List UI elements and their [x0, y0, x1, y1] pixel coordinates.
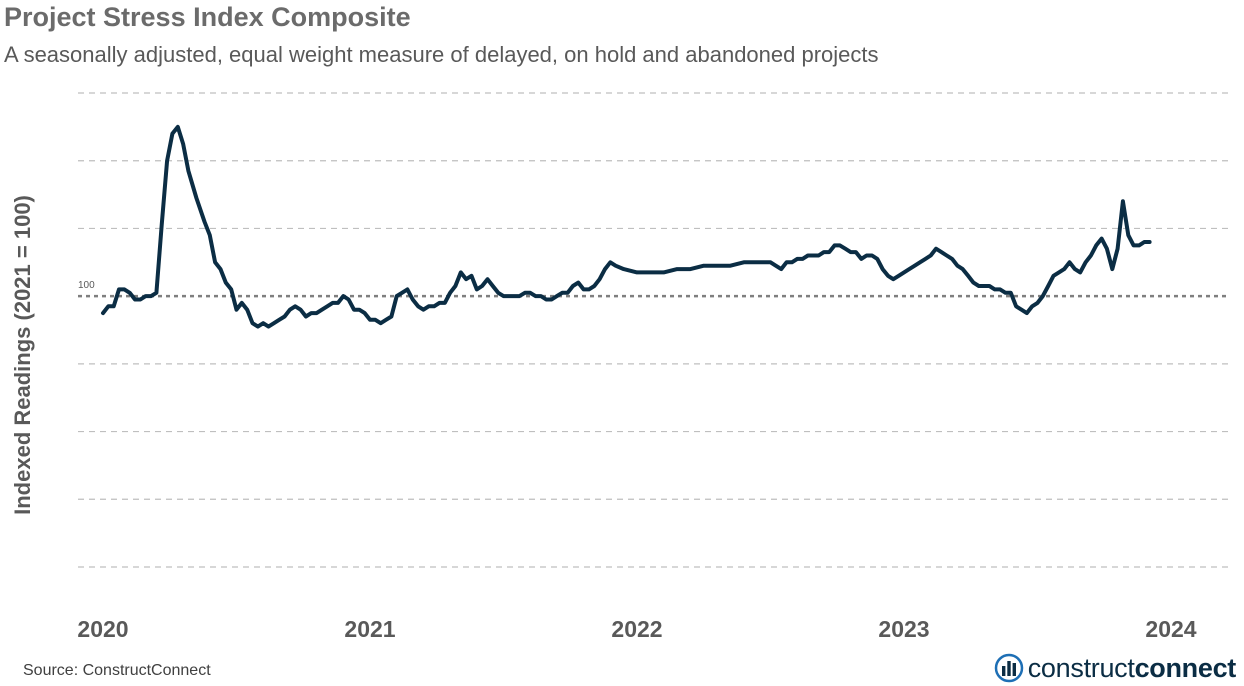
x-axis-ticks: 2020 2021 2022 2023 2024 — [77, 616, 1196, 642]
line-chart: 100 2020 2021 2022 2023 2024 Indexed Reading… — [10, 92, 1228, 642]
x-tick-label: 2020 — [77, 616, 128, 642]
logo-word-bold: connect — [1134, 652, 1237, 683]
gridlines — [78, 92, 1228, 568]
y-axis-label: Indexed Readings (2021 = 100) — [10, 195, 35, 515]
x-tick-label: 2021 — [344, 616, 395, 642]
chart-subtitle: A seasonally adjusted, equal weight meas… — [4, 42, 879, 67]
x-tick-label: 2023 — [878, 616, 929, 642]
logo-wordmark: constructconnect — [1027, 652, 1237, 684]
series-line-0 — [101, 124, 1152, 329]
building-logo-icon — [994, 653, 1023, 683]
x-tick-label: 2022 — [611, 616, 662, 642]
x-tick-label: 2024 — [1145, 616, 1196, 642]
series-group — [101, 124, 1152, 329]
reference-line-label: 100 — [78, 280, 95, 291]
logo-word-light: construct — [1027, 652, 1135, 683]
chart-title: Project Stress Index Composite — [4, 2, 411, 32]
constructconnect-logo: constructconnect — [994, 652, 1236, 684]
source-note: Source: ConstructConnect — [23, 662, 211, 679]
reference-line-group: 100 — [78, 280, 1228, 298]
